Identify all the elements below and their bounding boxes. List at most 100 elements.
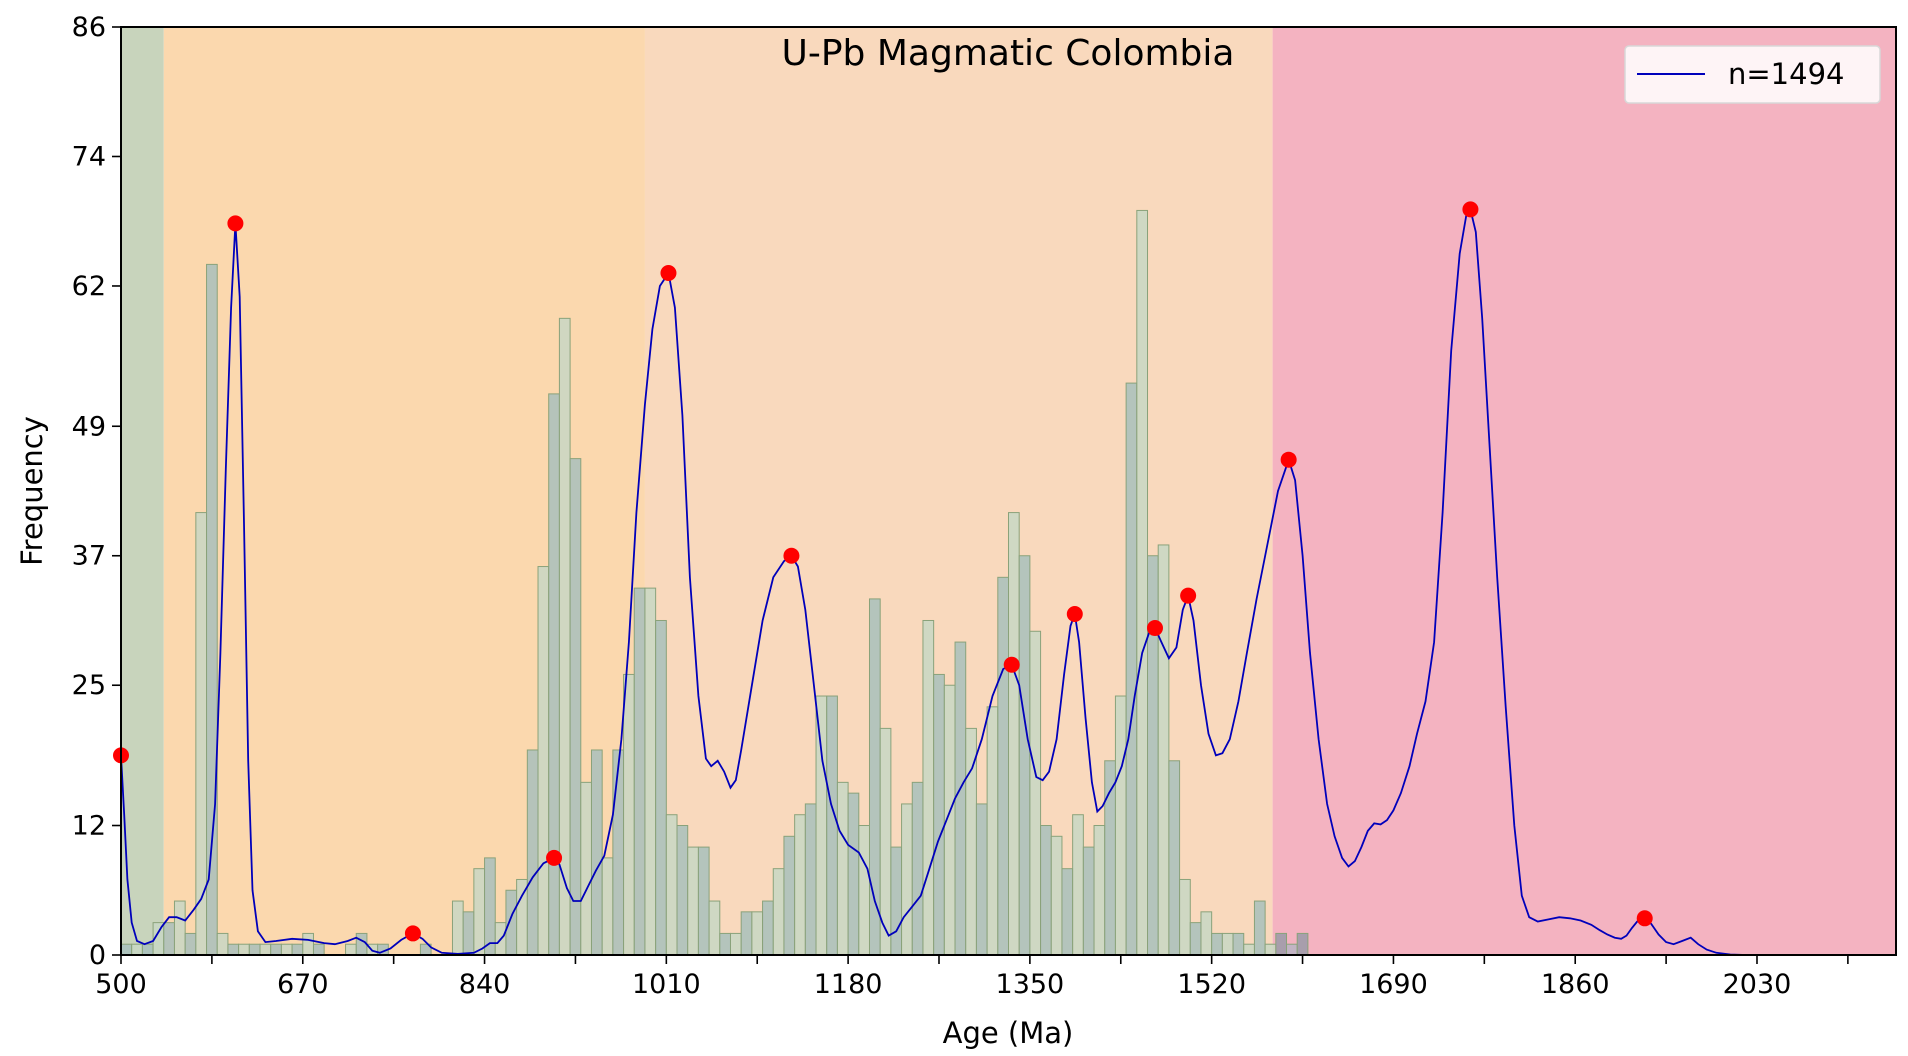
histogram-bar bbox=[954, 641, 967, 956]
histogram-bar bbox=[901, 803, 913, 956]
peak-marker bbox=[546, 849, 563, 866]
histogram-bar bbox=[1296, 932, 1309, 956]
y-axis-ticks: 0 12 25 37 49 62 74 86 bbox=[72, 12, 121, 971]
y-tick-label: 86 bbox=[72, 12, 106, 43]
histogram-bar bbox=[772, 868, 785, 956]
histogram-bar bbox=[505, 889, 518, 956]
histogram-bar bbox=[291, 943, 304, 956]
plot-frame bbox=[120, 26, 1897, 956]
histogram-bar bbox=[248, 943, 261, 956]
histogram-bar bbox=[623, 673, 635, 956]
histogram-bar bbox=[120, 943, 133, 956]
histogram-bar bbox=[676, 825, 689, 956]
peak-marker bbox=[1003, 656, 1020, 673]
kde-curve bbox=[120, 207, 1747, 956]
histogram-bar bbox=[590, 749, 603, 956]
histogram-bar bbox=[815, 695, 828, 956]
histogram-bar bbox=[548, 393, 560, 956]
histogram-bar bbox=[569, 458, 582, 956]
kde-curve-layer bbox=[120, 207, 1747, 956]
histogram-bar bbox=[1125, 382, 1138, 956]
histogram-bar bbox=[302, 932, 314, 956]
histogram-bar bbox=[1264, 943, 1277, 956]
histogram-bar bbox=[975, 803, 988, 956]
peak-marker bbox=[1180, 587, 1197, 604]
histogram-bars bbox=[120, 209, 1309, 956]
histogram-bar bbox=[173, 900, 186, 956]
histogram-bar bbox=[355, 932, 368, 956]
histogram-bar bbox=[259, 943, 272, 956]
histogram-bar bbox=[1168, 760, 1181, 956]
peak-marker bbox=[404, 925, 421, 942]
peak-marker bbox=[227, 215, 244, 232]
y-tick-label: 25 bbox=[72, 670, 106, 701]
peak-marker bbox=[1636, 910, 1653, 927]
histogram-bar bbox=[184, 932, 197, 956]
histogram-bar bbox=[462, 911, 475, 956]
histogram-bar bbox=[1029, 630, 1042, 956]
histogram-bar bbox=[1050, 835, 1063, 956]
x-tick-label: 670 bbox=[277, 969, 329, 1000]
x-tick-label: 1690 bbox=[1359, 969, 1428, 1000]
histogram-bar bbox=[719, 932, 731, 956]
histogram-bar bbox=[997, 576, 1010, 956]
x-axis-ticks: 500 670 840 1010 1180 1350 1520 1690 1860 2030 bbox=[95, 955, 1849, 1000]
y-tick-label: 12 bbox=[72, 811, 106, 842]
histogram-bar bbox=[526, 749, 539, 956]
histogram-bar bbox=[484, 857, 496, 956]
histogram-bar bbox=[911, 781, 924, 956]
histogram-bar bbox=[751, 911, 764, 956]
histogram-bar bbox=[345, 943, 357, 956]
histogram-bar bbox=[1275, 932, 1288, 956]
y-tick-label: 74 bbox=[72, 141, 106, 172]
histogram-bar bbox=[687, 846, 699, 956]
histogram-bar bbox=[1200, 911, 1213, 956]
histogram-bar bbox=[1221, 932, 1234, 956]
histogram-bar bbox=[1018, 555, 1031, 956]
x-axis-label: Age (Ma) bbox=[943, 1016, 1074, 1050]
y-tick-label: 0 bbox=[89, 940, 106, 971]
histogram-bar bbox=[280, 943, 293, 956]
legend-box bbox=[1624, 45, 1881, 104]
x-tick-label: 1350 bbox=[996, 969, 1065, 1000]
chart-title: U-Pb Magmatic Colombia bbox=[782, 33, 1235, 74]
histogram-bar bbox=[473, 868, 486, 956]
histogram-bar bbox=[1286, 943, 1298, 956]
histogram-bar bbox=[826, 695, 838, 956]
histogram-bar bbox=[270, 943, 282, 956]
histogram-bar bbox=[612, 749, 625, 956]
peak-marker bbox=[660, 265, 677, 282]
histogram-bar bbox=[601, 857, 614, 956]
histogram-bar bbox=[729, 932, 742, 956]
histogram-bar bbox=[847, 792, 860, 956]
histogram-bar bbox=[740, 911, 753, 956]
histogram-bar bbox=[890, 846, 903, 956]
histogram-bar bbox=[216, 932, 229, 956]
histogram-bar bbox=[1082, 846, 1095, 956]
histogram-bar bbox=[633, 587, 646, 956]
histogram-bar bbox=[708, 900, 721, 956]
histogram-bar bbox=[1040, 825, 1052, 956]
histogram-bar bbox=[783, 835, 796, 956]
histogram-bar bbox=[1147, 555, 1159, 956]
x-tick-label: 1520 bbox=[1177, 969, 1246, 1000]
y-tick-label: 62 bbox=[72, 271, 106, 302]
peak-marker bbox=[1462, 201, 1479, 218]
background-band-1 bbox=[121, 27, 164, 955]
x-tick-label: 1860 bbox=[1541, 969, 1610, 1000]
x-tick-label: 840 bbox=[459, 969, 511, 1000]
histogram-bar bbox=[1072, 814, 1084, 956]
histogram-bar bbox=[804, 803, 817, 956]
histogram-bar bbox=[238, 943, 250, 956]
peak-marker bbox=[1280, 451, 1297, 468]
histogram-bar bbox=[655, 619, 667, 956]
histogram-bar bbox=[933, 673, 945, 956]
y-axis-label: Frequency bbox=[15, 416, 49, 566]
histogram-bar bbox=[227, 943, 240, 956]
y-tick-label: 37 bbox=[72, 541, 106, 572]
histogram-bar bbox=[1008, 512, 1020, 956]
histogram-bar bbox=[312, 943, 325, 956]
histogram-bar bbox=[665, 814, 678, 956]
histogram-bar bbox=[1243, 943, 1255, 956]
histogram-bar bbox=[141, 943, 154, 956]
